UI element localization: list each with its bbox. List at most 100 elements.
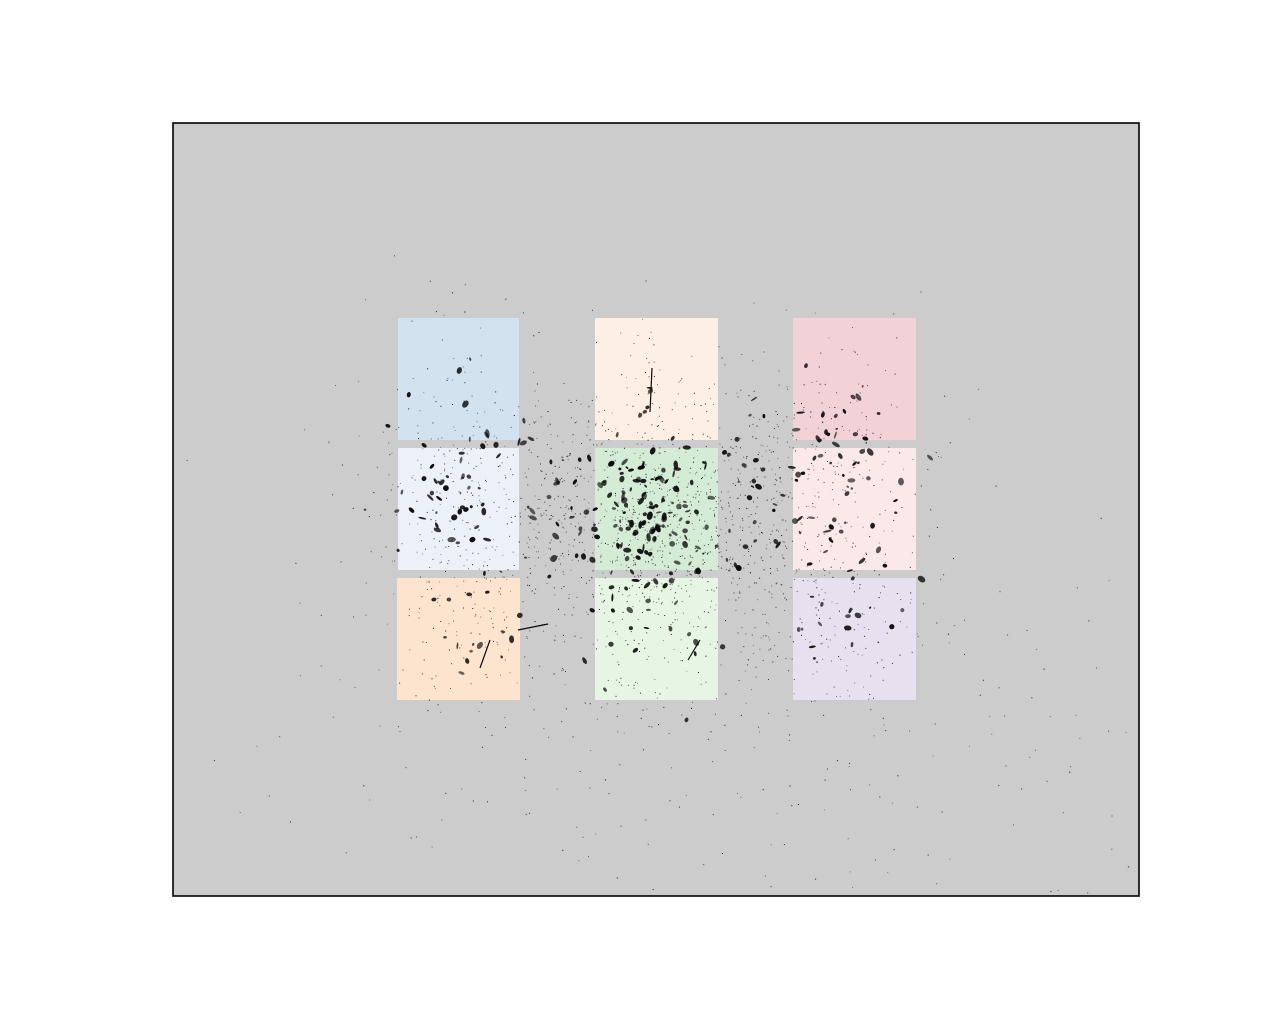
ink-dot-1977 (578, 860, 579, 861)
ink-dot-1084 (533, 372, 534, 373)
ink-dot-563 (359, 436, 360, 437)
ink-dot-581 (464, 401, 465, 402)
ink-dot-152 (647, 531, 648, 532)
ink-dot-1247 (771, 452, 772, 453)
ink-dot-874 (803, 493, 804, 494)
ink-dot-1507 (638, 619, 639, 620)
ink-dot-109 (716, 507, 717, 508)
ink-dot-909 (885, 562, 886, 563)
ink-dot-1133 (626, 377, 627, 378)
ink-dot-1882 (482, 747, 483, 748)
ink-dot-384 (672, 574, 673, 575)
ink-dot-798 (832, 482, 833, 483)
ink-dot-1306 (715, 609, 716, 610)
ink-dot-1374 (820, 551, 821, 552)
ink-dot-1917 (711, 731, 712, 732)
ink-dot-1532 (768, 713, 769, 714)
ink-dot-621 (429, 567, 430, 568)
ink-dot-202 (652, 540, 653, 541)
ink-dot-1080 (539, 332, 540, 333)
ink-dot-400 (710, 398, 711, 399)
ink-dot-907 (803, 580, 804, 581)
ink-dot-1555 (585, 703, 586, 704)
ink-dot-2008 (1036, 649, 1037, 650)
ink-dot-1870 (393, 594, 394, 595)
ink-dot-1198 (507, 457, 508, 458)
ink-dot-1739 (884, 587, 885, 588)
ink-dot-904 (856, 401, 857, 402)
ink-dot-179 (662, 541, 663, 542)
ink-dot-298 (689, 540, 690, 541)
ink-dot-819 (681, 378, 682, 379)
ink-dot-1087 (535, 496, 536, 497)
ink-dot-1364 (818, 534, 819, 535)
ink-dot-1050 (573, 546, 574, 547)
ink-dot-1345 (726, 393, 727, 394)
ink-dot-1195 (572, 441, 573, 442)
ink-dot-25 (714, 516, 715, 517)
ink-dot-1905 (279, 736, 280, 737)
ink-dot-1887 (529, 813, 530, 814)
ink-dot-1463 (749, 586, 750, 587)
ink-dot-2014 (473, 801, 474, 802)
ink-dot-1387 (748, 549, 749, 550)
ink-dot-895 (866, 434, 867, 435)
ink-dot-1903 (834, 687, 835, 688)
ink-dot-1658 (478, 623, 479, 624)
ink-dot-1272 (729, 569, 730, 570)
ink-dot-951 (821, 635, 822, 636)
ink-dot-551 (418, 438, 419, 439)
ink-dot-1175 (534, 546, 535, 547)
ink-dot-427 (743, 568, 744, 569)
ink-dot-525 (505, 477, 506, 478)
ink-dot-484 (662, 421, 663, 422)
ink-dot-1349 (711, 570, 712, 571)
ink-dot-17 (718, 497, 719, 498)
ink-dot-1627 (471, 633, 472, 634)
ink-dot-335 (568, 459, 569, 460)
ink-dot-879 (793, 470, 794, 471)
ink-dot-1791 (761, 637, 762, 638)
ink-dot-1570 (562, 553, 563, 554)
ink-dot-439 (707, 436, 708, 437)
ink-dot-120 (696, 494, 697, 495)
ink-dot-762 (777, 570, 778, 571)
ink-dot-1366 (704, 521, 705, 522)
ink-dot-1875 (887, 872, 888, 873)
ink-dot-720 (436, 401, 437, 402)
ink-dot-643 (387, 426, 388, 427)
ink-dot-748 (472, 480, 473, 481)
ink-dot-1975 (907, 627, 908, 628)
ink-dot-442 (652, 438, 653, 439)
ink-dot-307 (703, 564, 704, 565)
ink-dot-690 (429, 582, 430, 583)
ink-dot-1575 (641, 718, 642, 719)
ink-dot-8 (648, 440, 649, 441)
ink-dot-1995 (852, 887, 853, 888)
ink-dot-1411 (771, 594, 772, 595)
ink-dot-1822 (836, 696, 837, 697)
ink-dot-94 (687, 575, 688, 576)
ink-dot-408 (662, 561, 663, 562)
ink-dot-949 (769, 436, 770, 437)
ink-dot-1412 (670, 489, 671, 490)
ink-dot-80 (708, 484, 709, 485)
ink-dot-2046 (527, 638, 528, 639)
ink-dot-562 (440, 406, 441, 407)
ink-dot-1697 (445, 547, 446, 548)
ink-dot-871 (786, 416, 787, 417)
ink-dot-383 (619, 589, 620, 590)
ink-dot-1183 (520, 513, 521, 514)
ink-dot-1360 (706, 446, 707, 447)
ink-dot-1226 (528, 537, 529, 538)
ink-dot-1253 (807, 565, 808, 566)
ink-dot-145 (672, 444, 673, 445)
ink-dot-682 (439, 582, 440, 583)
ink-dot-2036 (648, 844, 649, 845)
ink-dot-862 (819, 497, 820, 498)
ink-dot-1458 (804, 384, 805, 385)
ink-dot-422 (627, 405, 628, 406)
ink-dot-1081 (564, 480, 565, 481)
ink-dot-1351 (740, 540, 741, 541)
ink-dot-164 (504, 577, 505, 578)
